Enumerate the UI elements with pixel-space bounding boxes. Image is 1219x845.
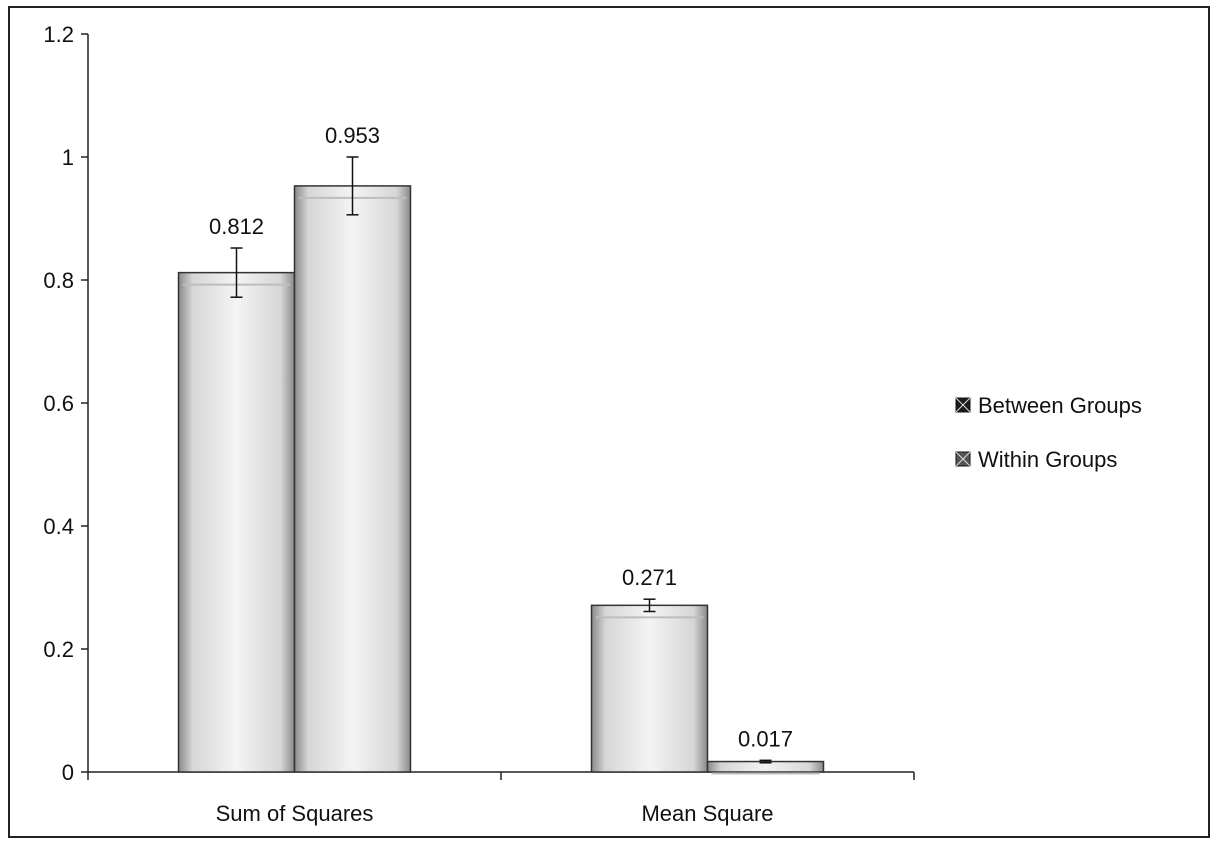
data-labels: 0.812 0.953 0.271 0.017	[209, 123, 793, 751]
x-axis: Sum of Squares Mean Square	[87, 771, 915, 826]
legend-label: Between Groups	[978, 393, 1142, 418]
data-label: 0.271	[622, 565, 677, 590]
y-tick-label: 0.8	[43, 268, 74, 293]
y-tick-label: 1	[62, 145, 74, 170]
bar-between-groups	[590, 604, 709, 773]
y-tick-label: 0.2	[43, 637, 74, 662]
legend-swatch-mark	[955, 451, 971, 467]
error-bar	[346, 156, 359, 216]
y-tick-label: 0.4	[43, 514, 74, 539]
data-label: 0.812	[209, 214, 264, 239]
y-tick-label: 1.2	[43, 22, 74, 47]
bar-chart: 0 0.2 0.4 0.6 0.8 1 1.2 Sum of Squares Mean Squ…	[43, 22, 1142, 826]
error-bar	[230, 247, 243, 298]
x-category-label: Mean Square	[641, 801, 773, 826]
y-axis: 0 0.2 0.4 0.6 0.8 1 1.2	[43, 22, 89, 785]
error-bar	[759, 759, 772, 764]
bar-between-groups	[177, 271, 296, 773]
bar-within-groups	[293, 185, 412, 773]
y-tick-label: 0.6	[43, 391, 74, 416]
legend-swatch-mark	[955, 397, 971, 413]
x-category-label: Sum of Squares	[216, 801, 374, 826]
data-label: 0.953	[325, 123, 380, 148]
legend-item: Within Groups	[955, 447, 1117, 472]
legend-label: Within Groups	[978, 447, 1117, 472]
chart-frame: 0 0.2 0.4 0.6 0.8 1 1.2 Sum of Squares Mean Squ…	[8, 6, 1210, 838]
error-bar	[643, 598, 656, 613]
legend: Between Groups Within Groups	[955, 393, 1142, 472]
y-tick-label: 0	[62, 760, 74, 785]
bars	[177, 156, 825, 775]
data-label: 0.017	[738, 726, 793, 751]
legend-item: Between Groups	[955, 393, 1142, 418]
